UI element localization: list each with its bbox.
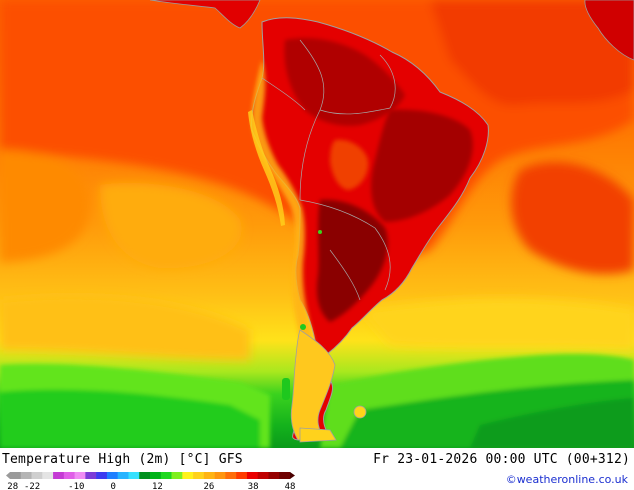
country-borders [261,39,396,301]
legend-swatch [203,472,215,479]
cooler-interior [330,139,369,190]
green-spot [318,230,322,234]
legend-tick-label: 26 [204,482,215,490]
legend-tick-label: 12 [152,482,163,490]
south-america [248,17,489,443]
legend-tick-label: 0 [110,482,115,490]
legend-swatch [85,472,97,479]
legend-tick-label: -10 [68,482,84,490]
color-scale-legend: -28 -22 -10 0 12 26 38 48 [6,472,296,490]
legend-swatch [268,472,280,479]
green-spot [300,324,306,330]
legend-tick-label: -28 [6,482,18,490]
temperature-map [0,0,634,448]
legend-swatch [53,472,65,479]
legend-swatch [74,472,86,479]
map-footer: Temperature High (2m) [°C] GFS Fr 23-01-… [0,448,634,490]
legend-swatch [42,472,54,479]
andes-strip [251,60,322,378]
legend-swatch [246,472,258,479]
legend-swatch [257,472,269,479]
legend-tick-label: 48 [285,482,296,490]
legend-swatch [182,472,194,479]
legend-swatch [106,472,118,479]
credit-link[interactable]: ©weatheronline.co.uk [505,473,628,486]
legend-swatch [96,472,108,479]
legend-swatch [214,472,226,479]
map-title: Temperature High (2m) [°C] GFS [2,452,243,467]
legend-swatch [150,472,162,479]
legend-swatch [63,472,75,479]
southern-cool-bands [0,353,634,448]
hot-core-chaco [316,199,388,322]
legend-swatch [225,472,237,479]
northeast-island [584,0,634,61]
legend-swatch [139,472,151,479]
green-spot [282,378,290,400]
central-america [149,0,261,29]
legend-swatch [160,472,172,479]
legend-swatch [20,472,32,479]
west-coast-strip [248,110,285,226]
legend-swatch [236,472,248,479]
legend-swatch [279,472,291,479]
tierra-del-fuego [299,427,337,443]
legend-swatch [117,472,129,479]
falklands [353,405,367,419]
legend-max-arrow [290,472,295,479]
legend-tick-label: -22 [24,482,40,490]
legend-swatch [128,472,140,479]
valid-time: Fr 23-01-2026 00:00 UTC (00+312) [373,452,630,467]
legend-swatch [31,472,43,479]
legend-tick-label: 38 [248,482,259,490]
legend-swatch [10,472,22,479]
hot-core-north [284,38,405,126]
hot-core-east [371,109,473,222]
legend-min-arrow [6,472,10,479]
legend-swatch [171,472,183,479]
legend-swatch [193,472,205,479]
